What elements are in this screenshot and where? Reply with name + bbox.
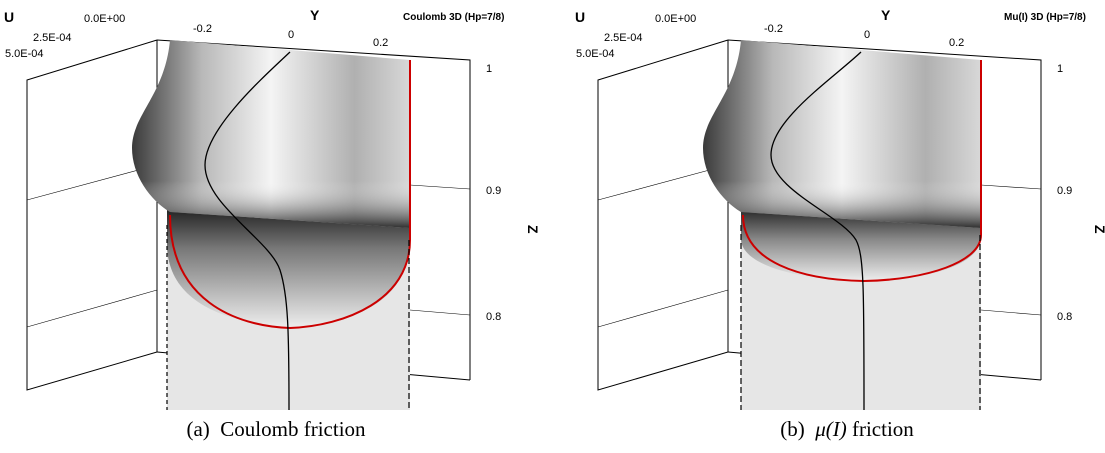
z-axis-label: Z — [1092, 225, 1105, 234]
u-tick-0: 5.0E-04 — [576, 48, 615, 60]
front-line — [169, 214, 411, 330]
z-tick-2: 0.8 — [1057, 311, 1072, 323]
y-tick-2: 0.2 — [949, 37, 964, 49]
lower-bulb — [167, 205, 410, 328]
z-tick-0: 1 — [486, 63, 492, 75]
upper-shadow — [703, 40, 981, 228]
u-tick-2: 0.0E+00 — [84, 13, 125, 25]
u-tick-0: 5.0E-04 — [5, 48, 44, 60]
surface-plot-mu-i: U 5.0E-04 2.5E-04 0.0E+00 Y -0.2 0 0.2 M… — [575, 7, 1105, 410]
z-tick-1: 0.9 — [486, 185, 501, 197]
centerline — [204, 51, 291, 410]
upper-shadow — [132, 40, 410, 228]
centerline — [770, 51, 865, 410]
u-axis-label: U — [575, 9, 585, 25]
z-axis-label: Z — [525, 225, 541, 234]
y-tick-2: 0.2 — [373, 37, 388, 49]
z-tick-2: 0.8 — [486, 311, 501, 323]
y-axis-label: Y — [310, 7, 320, 23]
y-tick-1: 0 — [288, 29, 294, 41]
panel-title: Coulomb 3D (Hp=7/8) — [403, 12, 504, 23]
panel-coulomb: U 5.0E-04 2.5E-04 0.0E+00 Y -0.2 0 0.2 C… — [0, 0, 552, 453]
caption-b: (b) μ(I) friction — [780, 417, 914, 441]
z-tick-1: 0.9 — [1057, 185, 1072, 197]
panel-mu-i: U 5.0E-04 2.5E-04 0.0E+00 Y -0.2 0 0.2 M… — [571, 0, 1105, 453]
surface-plot-coulomb: U 5.0E-04 2.5E-04 0.0E+00 Y -0.2 0 0.2 C… — [4, 7, 541, 410]
u-axis-label: U — [4, 9, 14, 25]
u-tick-1: 2.5E-04 — [604, 32, 643, 44]
u-tick-2: 0.0E+00 — [655, 13, 696, 25]
y-axis-label: Y — [881, 7, 891, 23]
panel-title: Mu(I) 3D (Hp=7/8) — [1004, 12, 1086, 23]
y-tick-0: -0.2 — [193, 23, 212, 35]
z-tick-0: 1 — [1057, 63, 1063, 75]
y-tick-1: 0 — [864, 29, 870, 41]
caption-a: (a) Coulomb friction — [186, 417, 366, 441]
u-tick-1: 2.5E-04 — [33, 32, 72, 44]
front-line — [742, 214, 982, 283]
y-tick-0: -0.2 — [764, 23, 783, 35]
